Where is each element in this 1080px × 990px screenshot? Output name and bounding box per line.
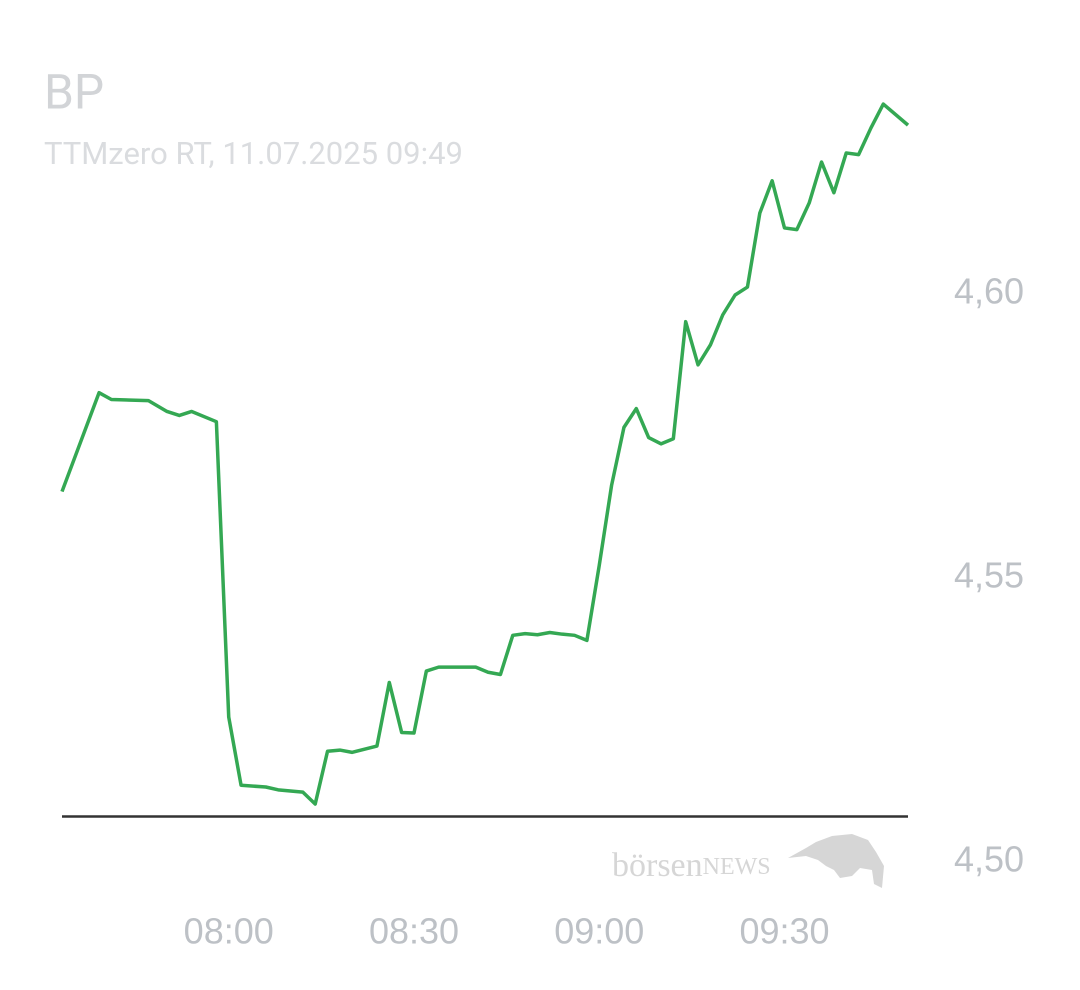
price-line — [60, 102, 910, 806]
x-tick-label: 09:30 — [739, 911, 829, 952]
y-tick-label: 4,55 — [954, 554, 1024, 595]
y-tick-label: 4,60 — [954, 270, 1024, 311]
watermark-bull — [788, 834, 884, 888]
chart-title: BP — [44, 64, 104, 121]
y-tick-label: 4,50 — [954, 839, 1024, 880]
x-tick-label: 09:00 — [554, 911, 644, 952]
chart-subtitle: TTMzero RT, 11.07.2025 09:49 — [44, 135, 463, 172]
watermark-part: börsen — [612, 847, 703, 884]
x-tick-label: 08:30 — [369, 911, 459, 952]
watermark: börsenNEWS — [612, 834, 884, 888]
x-tick-label: 08:00 — [184, 911, 274, 952]
watermark-text: börsenNEWS — [612, 847, 771, 884]
watermark-part: NEWS — [703, 854, 771, 880]
